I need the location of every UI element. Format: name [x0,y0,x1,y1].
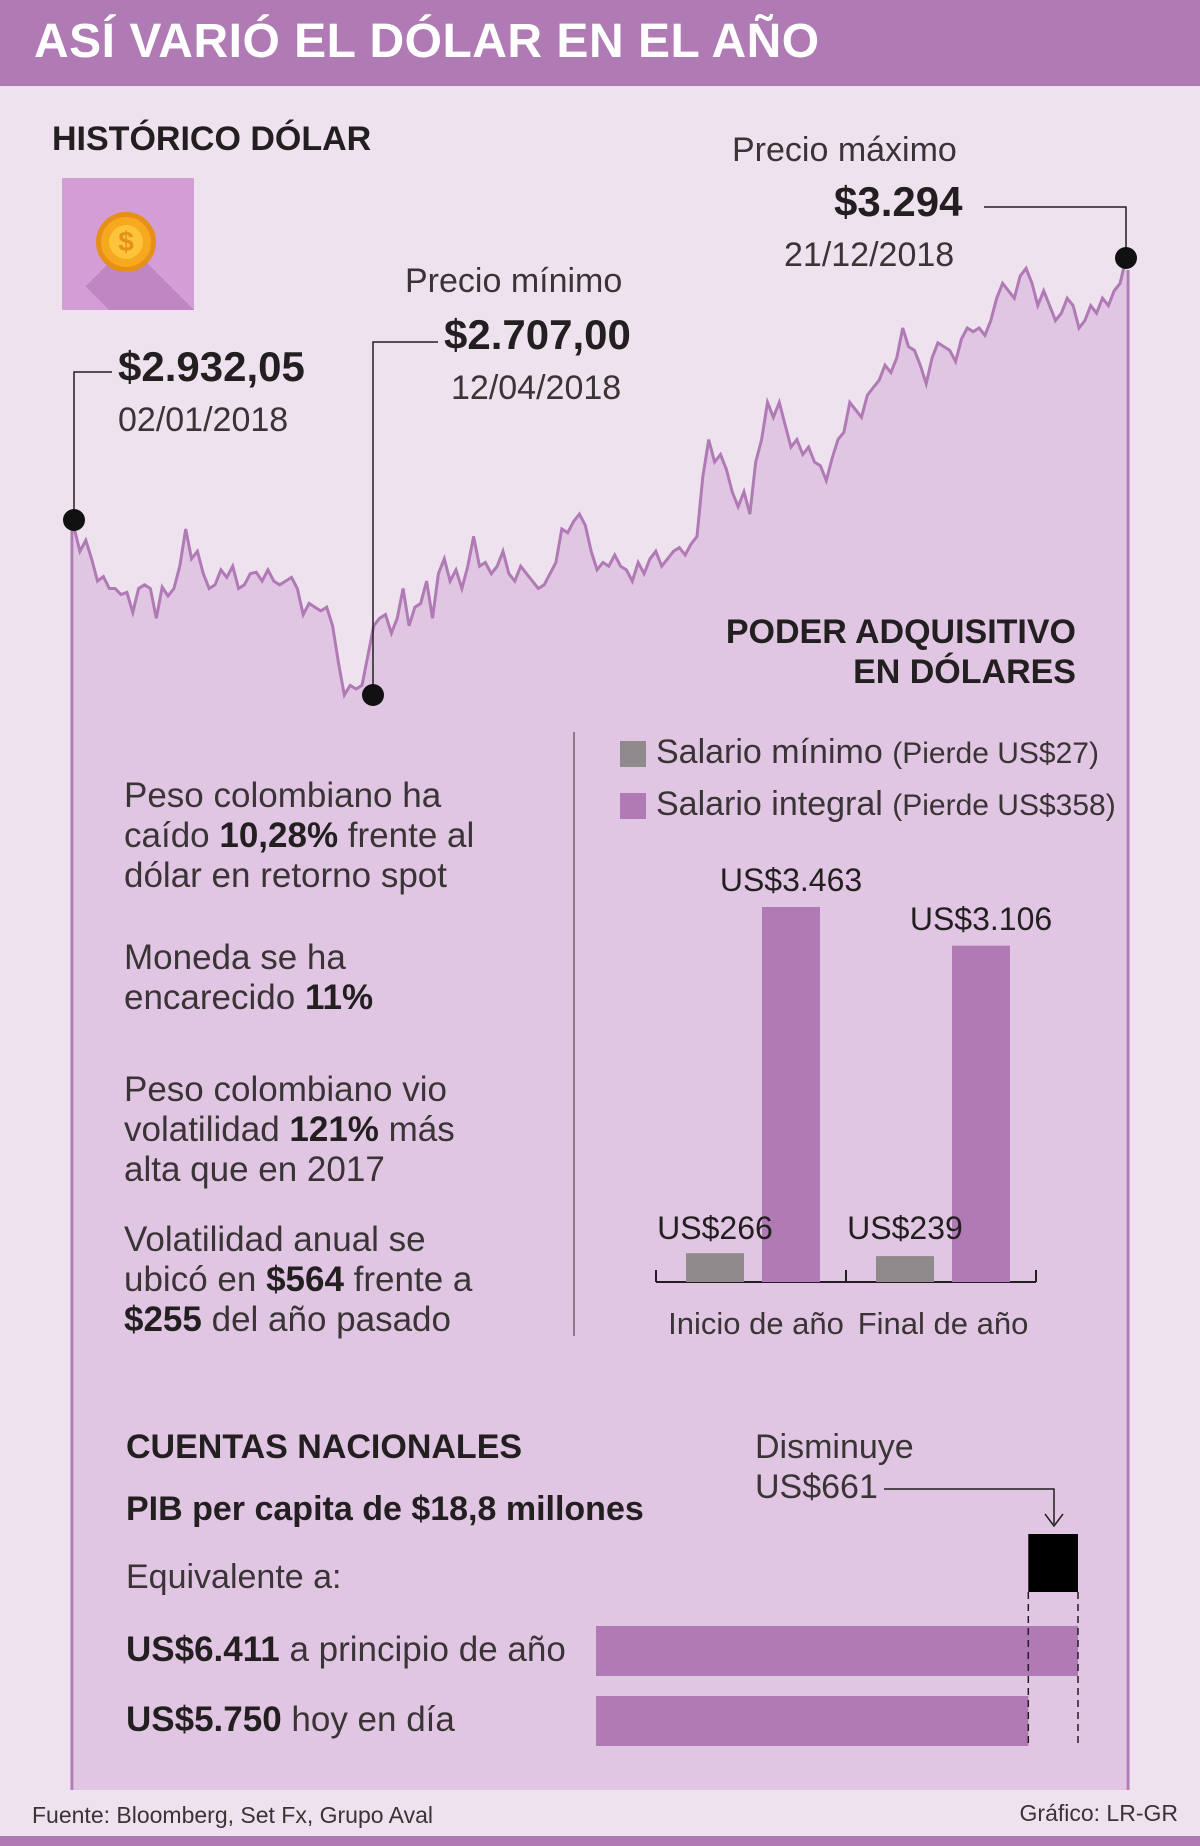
hbar-principio-de-ano [596,1626,1078,1676]
max-price: $3.294 [834,178,963,225]
min-label: Precio mínimo [405,262,623,300]
bar-final-salario-minimo [876,1256,934,1282]
poder-title-line2: EN DÓLARES [853,653,1076,691]
min-price: $2.707,00 [444,311,631,358]
dollar-coin-icon: $ [62,178,194,310]
row-principio-de-ano: US$6.411 a principio de año [126,1630,566,1669]
max-point-marker [1115,247,1137,269]
area-fill [74,258,1126,1790]
bar-final-salario-integral [952,945,1010,1282]
equivalente-text: Equivalente a: [126,1558,342,1596]
stat-volatilidad-anual: Volatilidad anual se ubicó en $564 frent… [124,1220,473,1339]
stat-peso-caido: Peso colombiano ha caído 10,28% frente a… [124,776,475,895]
disminuye-leader-line [884,1488,1055,1524]
disminuye-arrow-icon [1044,1513,1064,1528]
start-leader-line [73,371,112,520]
hbar-hoy-en-dia [596,1696,1029,1746]
min-point-marker [362,684,384,706]
header-bar: ASÍ VARIÓ EL DÓLAR EN EL AÑO [0,0,1200,86]
start-point-marker [63,509,85,531]
bar-inicio-salario-minimo [686,1253,744,1282]
max-date: 21/12/2018 [784,236,955,274]
bar-inicio-salario-integral [762,907,820,1282]
stat-moneda-encarecido: Moneda se ha encarecido 11% [124,938,374,1017]
poder-title-line1: PODER ADQUISITIVO [725,613,1076,651]
disminuye-label: Disminuye [755,1428,914,1466]
pib-text: PIB per capita de $18,8 millones [126,1490,644,1528]
bar-label-inicio-integral: US$3.463 [719,862,863,898]
legend-swatch-salario-minimo [620,741,646,767]
footer-credit: Gráfico: LR-GR [1019,1800,1178,1826]
min-leader-line [372,341,438,695]
page-title: ASÍ VARIÓ EL DÓLAR EN EL AÑO [34,15,820,68]
start-date: 02/01/2018 [118,401,289,439]
min-date: 12/04/2018 [451,369,622,407]
bar-label-final-integral: US$3.106 [909,901,1053,937]
area-line [72,257,1128,700]
hbar-difference-box [1028,1534,1078,1592]
category-final-de-ano: Final de año [857,1306,1029,1341]
historico-title: HISTÓRICO DÓLAR [52,120,372,158]
legend-swatch-salario-integral [620,793,646,819]
legend-item-salario-integral: Salario integral (Pierde US$358) [656,785,1116,823]
bar-label-final-minimo: US$239 [847,1210,963,1246]
stat-volatilidad: Peso colombiano vio volatilidad 121% más… [124,1070,455,1189]
max-label: Precio máximo [732,131,957,169]
disminuye-value: US$661 [755,1468,878,1506]
legend-item-salario-minimo: Salario mínimo (Pierde US$27) [656,733,1099,771]
row-hoy-en-dia: US$5.750 hoy en día [126,1700,455,1739]
cuentas-title: CUENTAS NACIONALES [126,1428,523,1466]
footer-line [0,1836,1200,1846]
start-price: $2.932,05 [118,343,305,390]
footer-source: Fuente: Bloomberg, Set Fx, Grupo Aval [32,1802,434,1828]
category-inicio-de-ano: Inicio de año [668,1306,844,1341]
max-leader-line [984,206,1127,258]
bar-label-inicio-minimo: US$266 [657,1210,773,1246]
